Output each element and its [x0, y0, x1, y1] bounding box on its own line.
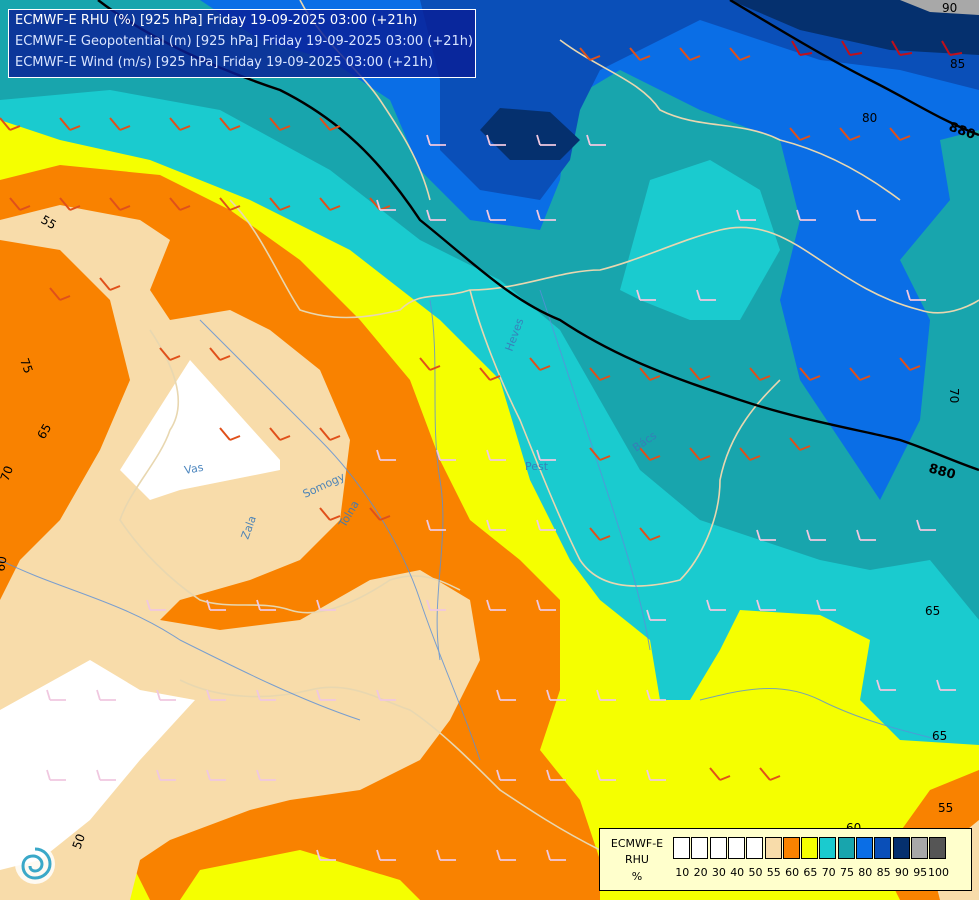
field-darkblue-core — [480, 108, 580, 160]
place-label: Pest — [525, 460, 549, 473]
title-rhu: ECMWF-E RHU (%) [925 hPa] Friday 19-09-2… — [15, 13, 418, 28]
title-geopotential: ECMWF-E Geopotential (m) [925 hPa] Frida… — [15, 34, 474, 49]
legend-tick-label: 10 — [675, 866, 690, 879]
legend-swatch — [874, 837, 892, 859]
legend-tick-label: 95 — [913, 866, 928, 879]
legend-tick-label: 85 — [876, 866, 891, 879]
contour-label: 80 — [862, 111, 877, 125]
map-title-box: ECMWF-E RHU (%) [925 hPa] Friday 19-09-2… — [8, 9, 476, 78]
contour-label: 50 — [70, 832, 88, 851]
legend-swatch — [691, 837, 709, 859]
contour-label: 70 — [947, 388, 961, 403]
legend-model: ECMWF-E — [610, 837, 664, 850]
legend-variable: RHU — [625, 853, 649, 866]
contour-label: 55 — [938, 801, 953, 815]
field-teal — [0, 0, 979, 620]
legend-tick-label: 30 — [711, 866, 726, 879]
contour-label: 85 — [950, 57, 965, 71]
contour-label: 55 — [39, 212, 59, 232]
legend-tick-label: 75 — [840, 866, 854, 879]
contour-label: 65 — [34, 421, 54, 441]
field-cyan-island — [620, 160, 780, 320]
wind-barbs-red — [791, 40, 963, 56]
legend-tick-label: 55 — [766, 866, 781, 879]
legend-tick-label: 60 — [785, 866, 800, 879]
contour-label: 65 — [932, 729, 947, 743]
field-grey-corner — [900, 0, 979, 15]
legend-swatch — [819, 837, 837, 859]
legend-swatch — [837, 837, 855, 859]
legend-tick-label: 40 — [730, 866, 745, 879]
rhu-legend: ECMWF-E RHU % 10 20 30 40 50 55 60 65 70 75 80 85 90… — [599, 828, 972, 891]
place-label: Vas — [183, 461, 204, 477]
legend-swatch — [856, 837, 873, 859]
field-orange-left — [0, 260, 100, 500]
title-wind: ECMWF-E Wind (m/s) [925 hPa] Friday 19-0… — [15, 55, 434, 70]
field-white-lower — [0, 660, 195, 870]
legend-swatch — [764, 837, 782, 859]
contour-label: 90 — [942, 1, 957, 15]
contour-label: 70 — [0, 464, 16, 483]
wind-barbs-orange — [0, 47, 921, 781]
contour-label: 65 — [925, 604, 940, 618]
geopotential-contours — [97, 0, 979, 472]
geopotential-label: 880 — [927, 461, 957, 483]
field-white-upper — [120, 360, 280, 500]
legend-swatch — [910, 837, 928, 859]
omsz-swirl-logo-icon — [15, 844, 55, 884]
legend-tick-label: 90 — [894, 866, 909, 879]
wind-barbs-light — [46, 134, 956, 861]
legend-tick-label: 20 — [693, 866, 708, 879]
legend-swatch — [746, 837, 764, 859]
legend-swatch — [709, 837, 727, 859]
legend-tick-label: 50 — [748, 866, 763, 879]
rhu-contour-labels: 90 85 80 70 75 65 70 60 55 65 65 55 50 6… — [0, 1, 965, 851]
field-yellow-bottom — [180, 850, 420, 900]
legend-swatch — [801, 837, 819, 859]
legend-tick-label: 80 — [858, 866, 873, 879]
rivers — [0, 289, 941, 761]
legend-swatch — [892, 837, 910, 859]
legend-tick-label: 70 — [821, 866, 836, 879]
legend-swatch — [782, 837, 800, 859]
legend-tick-label: 65 — [803, 866, 818, 879]
legend-tick-label: 100 — [928, 866, 949, 879]
contour-label: 75 — [17, 356, 35, 375]
legend-swatch — [727, 837, 745, 859]
legend-swatch — [929, 837, 947, 859]
legend-unit: % — [631, 870, 643, 883]
field-blue — [200, 0, 979, 500]
contour-label: 60 — [0, 555, 10, 572]
legend-swatch — [673, 837, 690, 859]
field-navy-corner — [730, 0, 979, 55]
